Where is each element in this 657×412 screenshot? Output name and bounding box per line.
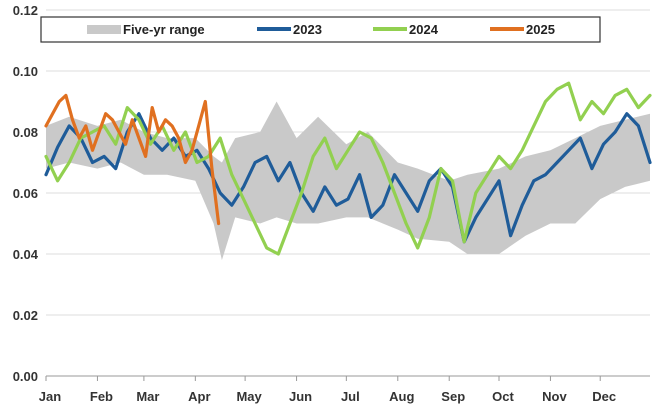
x-axis: Jan Feb Mar Apr May Jun Jul Aug Sep Oct Nov Dec — [39, 376, 616, 404]
legend: Five-yr range 2023 2024 2025 — [40, 16, 601, 43]
legend-label-five-yr-range: Five-yr range — [123, 22, 205, 37]
x-tick-label: Feb — [90, 389, 113, 404]
legend-label-2025: 2025 — [526, 22, 555, 37]
y-tick-label: 0.00 — [13, 369, 38, 384]
x-tick-label: Mar — [136, 389, 159, 404]
y-tick-label: 0.12 — [13, 3, 38, 18]
x-tick-label: Nov — [542, 389, 567, 404]
series-line-2023 — [44, 112, 652, 244]
legend-swatch-five-yr-range — [87, 25, 121, 34]
y-tick-label: 0.08 — [13, 125, 38, 140]
y-tick-label: 0.02 — [13, 308, 38, 323]
legend-label-2024: 2024 — [409, 22, 439, 37]
x-tick-label: Oct — [492, 389, 514, 404]
x-tick-label: Apr — [188, 389, 210, 404]
legend-label-2023: 2023 — [293, 22, 322, 37]
series-line-2024 — [44, 81, 652, 256]
series-line-2025 — [44, 93, 221, 226]
x-tick-label: Jun — [289, 389, 312, 404]
series-layer — [44, 81, 652, 256]
x-tick-label: May — [236, 389, 262, 404]
y-tick-label: 0.10 — [13, 64, 38, 79]
x-tick-label: Sep — [441, 389, 465, 404]
y-tick-label: 0.04 — [13, 247, 39, 262]
five-yr-range-band — [46, 101, 650, 261]
five-yr-range-band-layer — [46, 101, 650, 261]
y-tick-label: 0.06 — [13, 186, 38, 201]
y-axis: 0.00 0.02 0.04 0.06 0.08 0.10 0.12 — [13, 3, 39, 384]
x-tick-label: Aug — [389, 389, 414, 404]
x-tick-label: Dec — [592, 389, 616, 404]
x-tick-label: Jan — [39, 389, 61, 404]
x-tick-label: Jul — [341, 389, 360, 404]
